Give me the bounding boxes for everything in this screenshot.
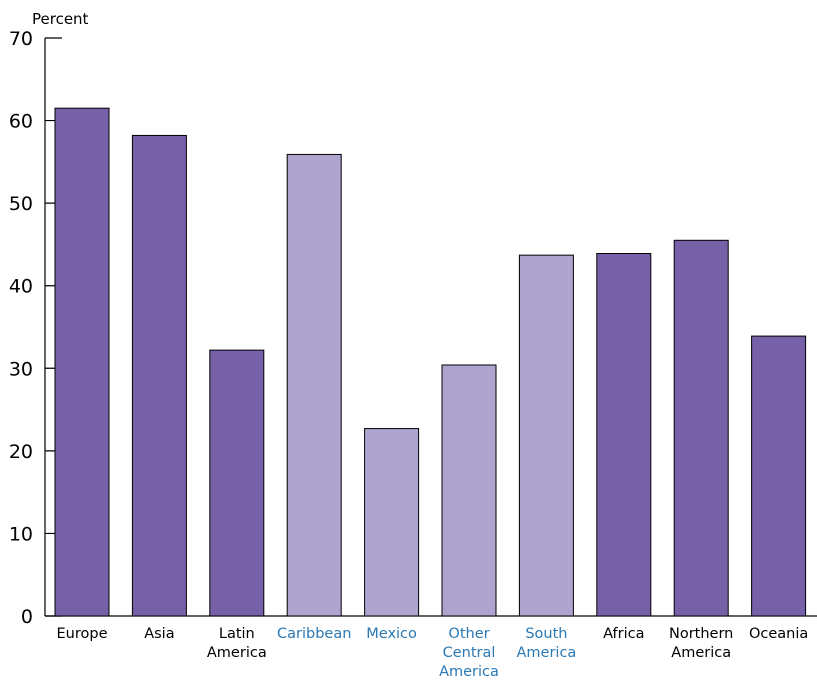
x-tick-label: Asia bbox=[144, 626, 174, 642]
bar bbox=[441, 364, 497, 617]
y-tick-label: 0 bbox=[21, 606, 33, 628]
bar bbox=[131, 134, 187, 617]
bar bbox=[518, 254, 574, 617]
x-tick-label: Other Central America bbox=[439, 626, 499, 680]
bar bbox=[596, 253, 652, 617]
bars bbox=[54, 107, 807, 617]
x-tick-label: South America bbox=[516, 626, 576, 661]
x-axis-labels: Europe Asia Latin America Caribbean Mexico Oth… bbox=[57, 626, 809, 680]
y-tick-label: 60 bbox=[9, 111, 33, 133]
bar bbox=[751, 335, 807, 617]
y-axis-ticks: 0 10 20 30 40 50 60 70 bbox=[9, 28, 62, 628]
y-tick-label: 40 bbox=[9, 276, 33, 298]
y-tick-label: 20 bbox=[9, 441, 33, 463]
x-tick-label: Mexico bbox=[366, 626, 417, 642]
x-tick-label: Europe bbox=[57, 626, 108, 642]
x-tick-label: Latin America bbox=[207, 626, 267, 661]
x-tick-label: Africa bbox=[603, 626, 644, 642]
bar bbox=[673, 239, 729, 617]
y-tick-label: 10 bbox=[9, 523, 33, 545]
bar bbox=[364, 428, 420, 617]
x-tick-label: Caribbean bbox=[277, 626, 351, 642]
bar bbox=[54, 107, 110, 617]
x-tick-label: Northern America bbox=[669, 626, 733, 661]
bar bbox=[286, 153, 342, 617]
x-tick-label: Oceania bbox=[749, 626, 808, 642]
y-tick-label: 30 bbox=[9, 358, 33, 380]
y-tick-label: 50 bbox=[9, 193, 33, 215]
bar bbox=[209, 349, 265, 617]
y-tick-label: 70 bbox=[9, 28, 33, 50]
y-axis-title: Percent bbox=[32, 10, 89, 28]
